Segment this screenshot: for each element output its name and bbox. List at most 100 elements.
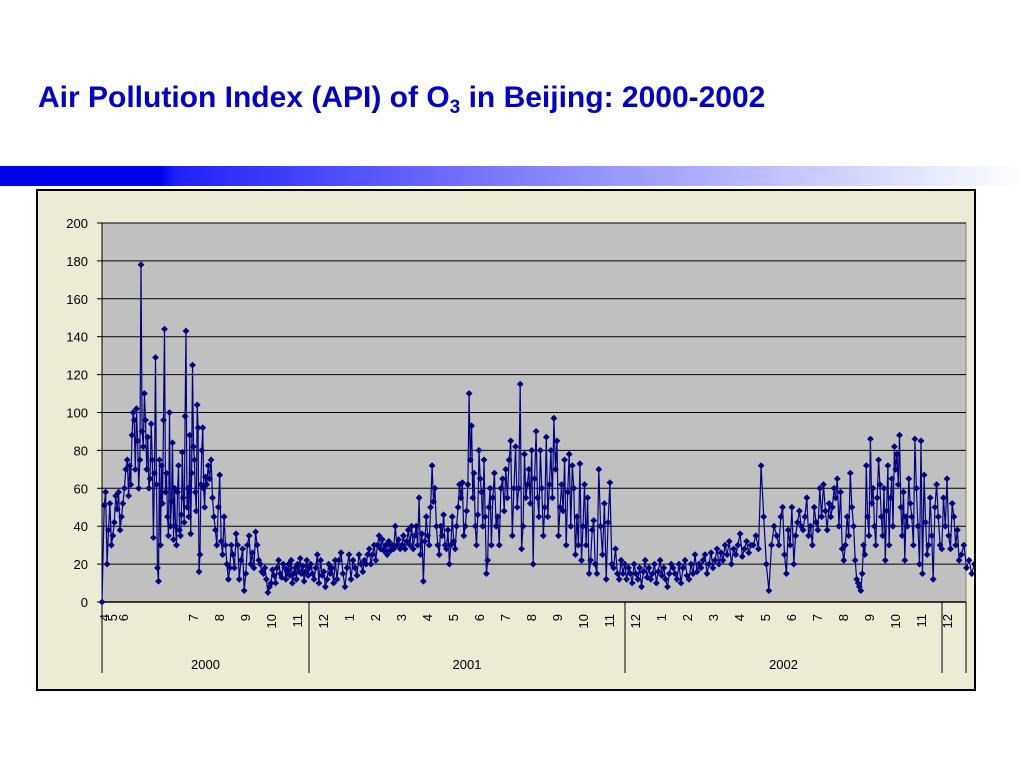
month-label: 6	[116, 614, 131, 621]
data-point	[130, 416, 138, 424]
data-point	[203, 481, 211, 488]
data-point	[422, 513, 430, 521]
data-point	[707, 549, 715, 557]
data-point	[412, 522, 420, 530]
data-point	[141, 390, 148, 397]
data-point	[133, 405, 140, 413]
data-point	[210, 513, 218, 521]
data-point	[459, 479, 466, 486]
data-point	[877, 513, 885, 521]
data-point	[466, 456, 474, 464]
data-point	[248, 549, 256, 557]
data-point	[615, 575, 623, 583]
data-point	[838, 545, 846, 553]
data-point	[837, 488, 844, 496]
data-point	[741, 545, 748, 553]
data-point	[131, 466, 139, 473]
data-point	[917, 437, 925, 445]
data-point	[905, 475, 913, 483]
data-point	[424, 532, 432, 540]
data-point	[443, 545, 450, 553]
data-point	[364, 551, 372, 558]
data-point	[483, 570, 490, 577]
data-point	[417, 551, 424, 558]
data-point	[786, 541, 794, 549]
data-point	[198, 447, 206, 454]
data-point	[595, 466, 603, 473]
data-point	[582, 541, 590, 549]
data-point	[572, 551, 579, 558]
data-point	[497, 484, 505, 492]
data-point	[843, 513, 851, 521]
month-label: 9	[238, 614, 253, 621]
data-point	[505, 456, 513, 464]
data-point	[814, 526, 822, 534]
data-point	[437, 522, 445, 530]
data-point	[300, 577, 308, 585]
data-point	[781, 551, 788, 558]
data-point	[147, 420, 155, 428]
data-point	[460, 532, 468, 540]
data-point	[465, 390, 473, 397]
data-point	[320, 568, 328, 576]
data-point	[473, 541, 480, 549]
data-point	[142, 416, 149, 424]
data-point	[454, 503, 462, 511]
data-point	[289, 579, 296, 587]
data-point	[760, 513, 768, 521]
data-point	[526, 500, 534, 507]
data-point	[313, 551, 321, 558]
data-point	[775, 541, 783, 549]
year-label: 2000	[191, 657, 220, 672]
data-point	[463, 507, 470, 515]
data-point	[801, 513, 809, 521]
data-point	[521, 450, 528, 458]
data-point	[145, 484, 153, 492]
data-point	[518, 545, 525, 553]
data-point	[765, 587, 773, 594]
data-point	[884, 462, 892, 469]
data-point	[451, 545, 459, 553]
month-label: 5	[446, 614, 461, 621]
data-point	[110, 519, 118, 526]
data-point	[294, 560, 301, 568]
data-point	[400, 532, 407, 540]
data-point	[214, 503, 222, 511]
y-tick-label: 160	[66, 292, 88, 307]
data-point	[717, 549, 725, 557]
data-point	[513, 503, 521, 511]
data-point	[295, 568, 303, 576]
data-point	[113, 505, 121, 513]
data-point	[351, 564, 359, 572]
data-point	[375, 532, 383, 540]
data-point	[390, 545, 398, 553]
data-point	[181, 412, 189, 420]
data-point	[796, 507, 803, 515]
data-point	[906, 500, 914, 507]
data-point	[913, 484, 920, 492]
data-point	[827, 513, 835, 521]
data-point	[174, 488, 181, 496]
data-point	[619, 570, 627, 577]
data-point	[926, 494, 934, 502]
data-point	[952, 541, 960, 549]
data-point	[851, 556, 859, 564]
data-point	[159, 500, 166, 507]
data-point	[408, 522, 415, 530]
data-point	[628, 579, 636, 587]
data-point	[302, 568, 309, 576]
data-point	[768, 541, 775, 549]
data-point	[168, 498, 175, 505]
data-point	[209, 494, 216, 502]
data-point	[516, 380, 524, 388]
data-point	[138, 428, 146, 435]
data-point	[162, 488, 169, 496]
data-point	[809, 541, 816, 549]
data-point	[369, 551, 376, 558]
data-point	[433, 522, 440, 530]
data-point	[736, 530, 744, 538]
data-point	[604, 519, 612, 526]
data-point	[372, 556, 380, 564]
data-point	[425, 541, 433, 549]
